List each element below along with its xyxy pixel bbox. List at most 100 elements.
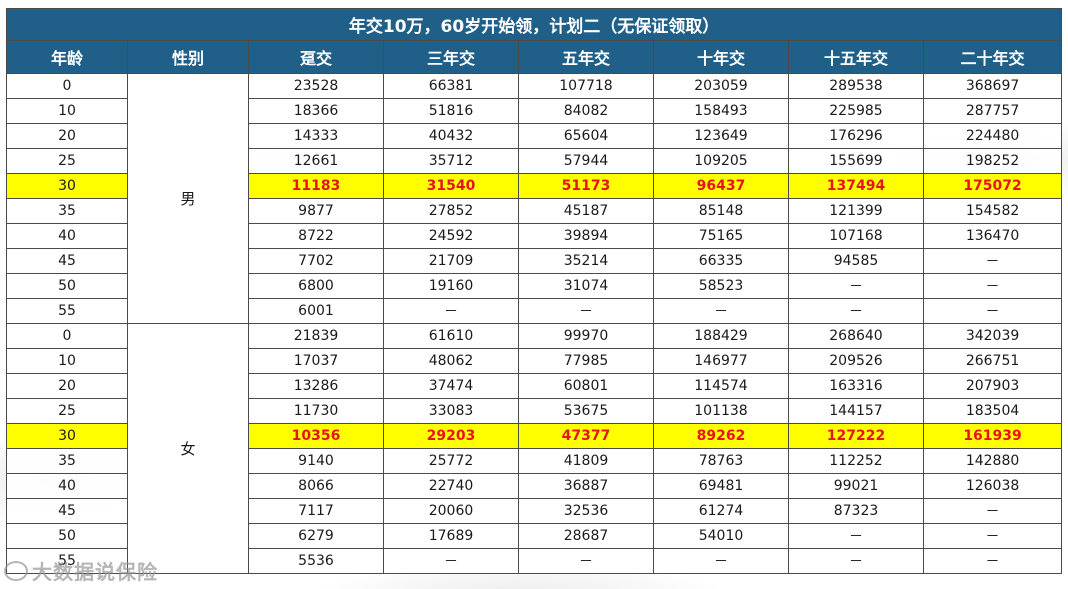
value-cell: 45187 bbox=[518, 198, 654, 224]
value-cell: － bbox=[788, 548, 924, 574]
table-row: 40 8066 22740 36887 69481 99021 126038 bbox=[6, 473, 1063, 499]
value-cell: 207903 bbox=[922, 373, 1063, 399]
value-cell: 40432 bbox=[383, 123, 519, 149]
value-cell: 158493 bbox=[653, 98, 789, 124]
table-row: 45 7702 21709 35214 66335 94585 － bbox=[6, 248, 1063, 274]
value-cell: 142880 bbox=[922, 448, 1063, 474]
value-cell: － bbox=[653, 548, 789, 574]
age-cell: 35 bbox=[6, 448, 128, 474]
value-cell: 161939 bbox=[922, 423, 1063, 449]
value-cell: 7117 bbox=[248, 498, 384, 524]
value-cell: 8066 bbox=[248, 473, 384, 499]
column-header: 性别 bbox=[127, 40, 249, 74]
value-cell: 121399 bbox=[788, 198, 924, 224]
watermark-logo-icon bbox=[4, 560, 28, 581]
value-cell: 112252 bbox=[788, 448, 924, 474]
column-header: 十五年交 bbox=[788, 40, 924, 74]
value-cell: 21709 bbox=[383, 248, 519, 274]
value-cell: 123649 bbox=[653, 123, 789, 149]
annuity-table-container: 年交10万，60岁开始领，计划二（无保证领取） 年龄 性别 趸交 三年交 五年交 十年交十… bbox=[5, 8, 1063, 574]
value-cell: 13286 bbox=[248, 373, 384, 399]
value-cell: 209526 bbox=[788, 348, 924, 374]
value-cell: 89262 bbox=[653, 423, 789, 449]
value-cell: 163316 bbox=[788, 373, 924, 399]
value-cell: － bbox=[788, 273, 924, 299]
value-cell: 27852 bbox=[383, 198, 519, 224]
header-row: 年龄 性别 趸交 三年交 五年交 十年交 十五年交 二十年交 bbox=[6, 40, 1063, 74]
value-cell: 6800 bbox=[248, 273, 384, 299]
column-header: 三年交 bbox=[383, 40, 519, 74]
value-cell: 48062 bbox=[383, 348, 519, 374]
value-cell: 36887 bbox=[518, 473, 654, 499]
value-cell: － bbox=[518, 298, 654, 324]
value-cell: 77985 bbox=[518, 348, 654, 374]
table-row: 20 13286 37474 60801 114574 163316 207903 bbox=[6, 373, 1063, 399]
column-header: 二十年交 bbox=[922, 40, 1063, 74]
age-cell: 0 bbox=[6, 323, 128, 349]
value-cell: － bbox=[788, 523, 924, 549]
table-row: 10 18366 51816 84082 158493 225985 287757 bbox=[6, 98, 1063, 124]
value-cell: 20060 bbox=[383, 498, 519, 524]
value-cell: 57944 bbox=[518, 148, 654, 174]
value-cell: 17037 bbox=[248, 348, 384, 374]
value-cell: 24592 bbox=[383, 223, 519, 249]
value-cell: 225985 bbox=[788, 98, 924, 124]
value-cell: 12661 bbox=[248, 148, 384, 174]
value-cell: 109205 bbox=[653, 148, 789, 174]
column-header: 年龄 bbox=[6, 40, 128, 74]
value-cell: 107168 bbox=[788, 223, 924, 249]
value-cell: 61274 bbox=[653, 498, 789, 524]
value-cell: 51173 bbox=[518, 173, 654, 199]
table-row-highlighted: 30 10356 29203 47377 89262 127222 161939 bbox=[6, 423, 1063, 449]
column-header: 十年交 bbox=[653, 40, 789, 74]
table-row: 40 8722 24592 39894 75165 107168 136470 bbox=[6, 223, 1063, 249]
age-cell: 0 bbox=[6, 73, 128, 99]
gender-cell: 男 bbox=[127, 73, 249, 324]
value-cell: 198252 bbox=[922, 148, 1063, 174]
value-cell: － bbox=[922, 498, 1063, 524]
table-title: 年交10万，60岁开始领，计划二（无保证领取） bbox=[5, 8, 1063, 41]
age-cell: 40 bbox=[6, 473, 128, 499]
table-row: 55 5536 －－－－－ bbox=[6, 548, 1063, 574]
age-cell: 40 bbox=[6, 223, 128, 249]
value-cell: 28687 bbox=[518, 523, 654, 549]
value-cell: 69481 bbox=[653, 473, 789, 499]
value-cell: 47377 bbox=[518, 423, 654, 449]
value-cell: 8722 bbox=[248, 223, 384, 249]
value-cell: － bbox=[922, 548, 1063, 574]
age-cell: 55 bbox=[6, 298, 128, 324]
value-cell: 37474 bbox=[383, 373, 519, 399]
value-cell: 9877 bbox=[248, 198, 384, 224]
value-cell: 99021 bbox=[788, 473, 924, 499]
value-cell: 107718 bbox=[518, 73, 654, 99]
value-cell: 53675 bbox=[518, 398, 654, 424]
value-cell: 41809 bbox=[518, 448, 654, 474]
value-cell: 29203 bbox=[383, 423, 519, 449]
value-cell: － bbox=[788, 298, 924, 324]
value-cell: 11730 bbox=[248, 398, 384, 424]
value-cell: 14333 bbox=[248, 123, 384, 149]
watermark: 大数据说保险 bbox=[4, 556, 158, 585]
value-cell: 266751 bbox=[922, 348, 1063, 374]
age-cell: 50 bbox=[6, 273, 128, 299]
value-cell: 32536 bbox=[518, 498, 654, 524]
value-cell: 136470 bbox=[922, 223, 1063, 249]
value-cell: 11183 bbox=[248, 173, 384, 199]
value-cell: 342039 bbox=[922, 323, 1063, 349]
value-cell: 96437 bbox=[653, 173, 789, 199]
value-cell: 87323 bbox=[788, 498, 924, 524]
table-row: 35 9877 27852 45187 85148 121399 154582 bbox=[6, 198, 1063, 224]
value-cell: － bbox=[922, 248, 1063, 274]
value-cell: － bbox=[922, 298, 1063, 324]
age-cell: 25 bbox=[6, 398, 128, 424]
value-cell: 144157 bbox=[788, 398, 924, 424]
value-cell: 114574 bbox=[653, 373, 789, 399]
age-cell: 45 bbox=[6, 498, 128, 524]
value-cell: 126038 bbox=[922, 473, 1063, 499]
table-row-highlighted: 30 11183 31540 51173 96437 137494 175072 bbox=[6, 173, 1063, 199]
value-cell: － bbox=[383, 548, 519, 574]
value-cell: 35712 bbox=[383, 148, 519, 174]
value-cell: 22740 bbox=[383, 473, 519, 499]
value-cell: 127222 bbox=[788, 423, 924, 449]
value-cell: 368697 bbox=[922, 73, 1063, 99]
